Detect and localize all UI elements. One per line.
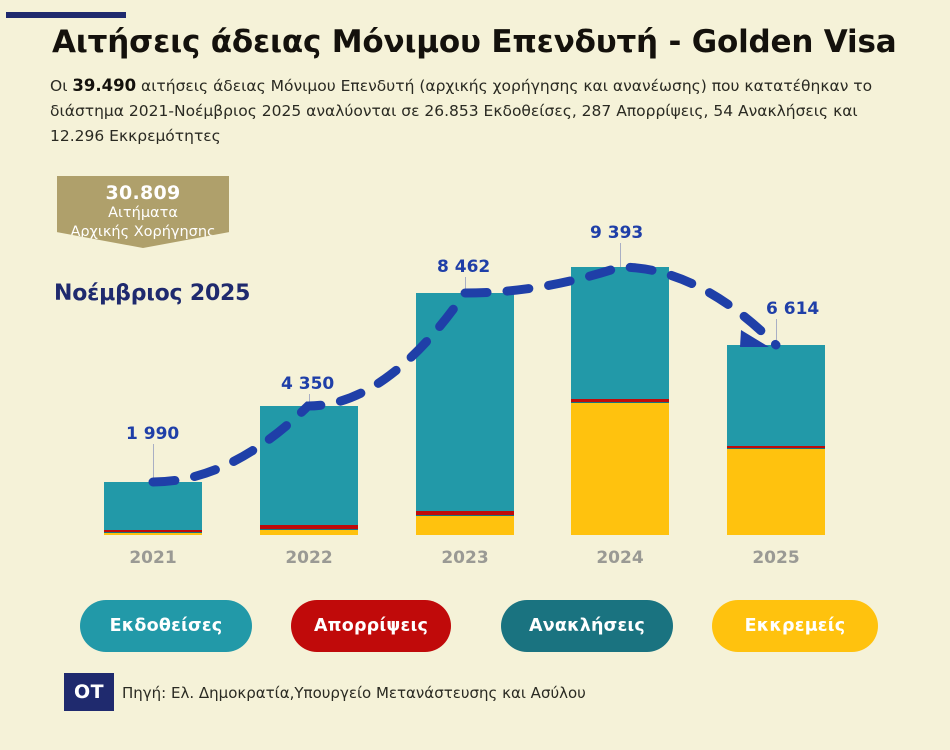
callout-banner: 30.809 Αιτήματα Αρχικής Χορήγησης (57, 176, 229, 248)
bar-value-label: 8 462 (437, 257, 491, 277)
bar-segment-2021 (104, 530, 202, 532)
page-title: Αιτήσεις άδειας Μόνιμου Επενδυτή - Golde… (52, 24, 897, 60)
bar-segment-2025 (727, 345, 825, 446)
bar-segment-2021 (104, 482, 202, 530)
top-accent-bar (6, 12, 126, 18)
legend-pill-Εκκρεμείς[interactable]: Εκκρεμείς (712, 600, 878, 652)
legend-pill-Απορρίψεις[interactable]: Απορρίψεις (291, 600, 451, 652)
stacked-bar-chart: 1 990 2021 4 350 2022 8 462 2023 9 393 2024 6 61… (104, 223, 825, 568)
legend-pill-Ανακλήσεις[interactable]: Ανακλήσεις (501, 600, 673, 652)
value-leader-line (465, 277, 466, 293)
bar-segment-2023 (416, 516, 514, 535)
x-axis-label-2025: 2025 (752, 548, 800, 568)
value-leader-line (776, 319, 777, 345)
bar-value-label: 1 990 (126, 424, 180, 444)
bar-value-label: 9 393 (590, 223, 644, 243)
bar-segment-2023 (416, 511, 514, 515)
bar-segment-2024 (571, 403, 669, 535)
x-axis-label-2021: 2021 (129, 548, 177, 568)
callout-line2: Αρχικής Χορήγησης (70, 224, 216, 240)
bar-segment-2024 (571, 267, 669, 399)
bar-segment-2022 (260, 525, 358, 529)
bar-segment-2022 (260, 529, 358, 530)
x-axis-label-2024: 2024 (596, 548, 644, 568)
bar-segment-2022 (260, 406, 358, 525)
bar-segment-2023 (416, 515, 514, 516)
x-axis-label-2022: 2022 (285, 548, 333, 568)
callout-value: 30.809 (105, 182, 181, 204)
bar-segment-2023 (416, 293, 514, 511)
value-leader-line (153, 444, 154, 482)
value-leader-line (309, 394, 310, 406)
bar-value-label: 4 350 (281, 374, 335, 394)
value-leader-line (620, 243, 621, 267)
bar-segment-2022 (260, 530, 358, 535)
source-note: Πηγή: Ελ. Δημοκρατία,Υπουργείο Μετανάστε… (122, 684, 586, 702)
subtitle-rest: αιτήσεις άδειας Μόνιμου Επενδυτή (αρχική… (50, 77, 873, 145)
subtitle: Οι 39.490 αιτήσεις άδειας Μόνιμου Επενδυ… (50, 73, 910, 149)
ot-logo: OT (64, 673, 114, 711)
chart-legend: Εκδοθείσες Απορρίψεις Ανακλήσεις Εκκρεμείς (80, 600, 880, 654)
subtitle-prefix: Οι (50, 77, 73, 95)
callout-line1: Αιτήματα (108, 205, 178, 221)
subtitle-total: 39.490 (72, 76, 137, 95)
bar-segment-2021 (104, 532, 202, 533)
bar-value-label: 6 614 (766, 299, 820, 319)
bar-segment-2025 (727, 449, 825, 535)
bar-segment-2021 (104, 533, 202, 535)
x-axis-label-2023: 2023 (441, 548, 489, 568)
legend-pill-Εκδοθείσες[interactable]: Εκδοθείσες (80, 600, 252, 652)
